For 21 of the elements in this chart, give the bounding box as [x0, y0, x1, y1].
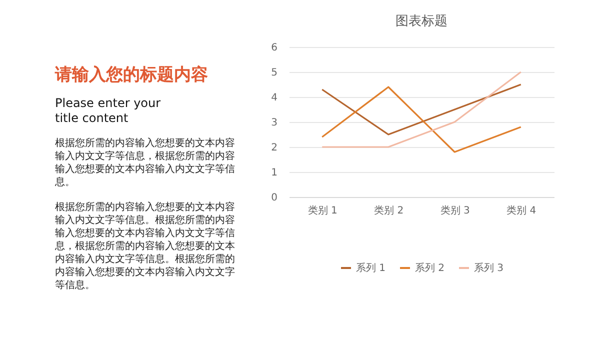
y-tick-label: 5: [271, 68, 278, 78]
x-tick-label: 类别 3: [440, 204, 470, 216]
y-tick-label: 0: [271, 192, 278, 204]
chart-title: 图表标题: [396, 14, 448, 29]
text: Please enter your title content: [55, 96, 161, 125]
y-tick-label: 4: [271, 92, 278, 104]
legend-label: 系列 1: [356, 262, 386, 274]
x-tick-label: 类别 2: [374, 204, 404, 216]
y-tick-label: 1: [271, 168, 278, 178]
y-tick-label: 6: [271, 42, 278, 54]
x-tick-label: 类别 1: [308, 204, 338, 216]
legend-label: 系列 3: [474, 262, 504, 274]
line-series: [321, 84, 522, 136]
text: 请输入您的标题内容: [54, 65, 208, 85]
legend-label: 系列 2: [415, 262, 445, 274]
y-tick-label: 3: [271, 118, 278, 128]
text: 根据您所需的内容输入您想要的文本内容输入内文文字等信息。根据您所需的内容输入您想要的文本内容输入内文文字等信息，根据您所需的内容输入您想要的文本内容输入内文文字等信息。根据您所需的内容输入您想要的文本内容输入内文文字等信息。: [54, 201, 235, 291]
x-tick-label: 类别 4: [506, 204, 536, 216]
y-tick-label: 2: [271, 142, 278, 154]
text: 根据您所需的内容输入您想要的文本内容输入内文文字等信息，根据您所需的内容输入您想要的文本内容输入内文文字等信息。: [54, 137, 235, 188]
line-series: [321, 86, 522, 153]
